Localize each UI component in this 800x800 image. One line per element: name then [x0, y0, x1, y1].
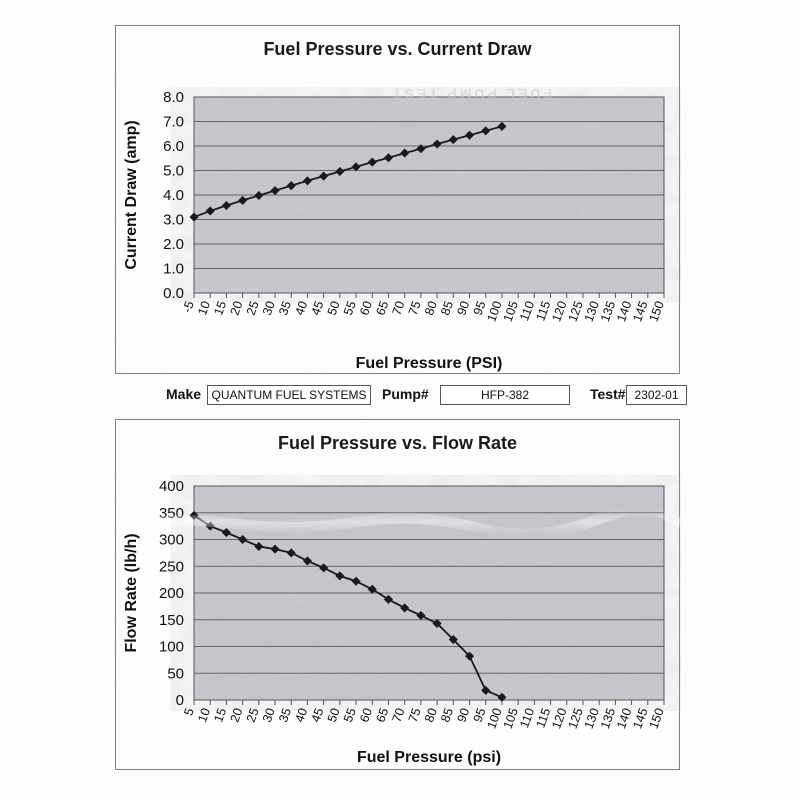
- svg-text:90: 90: [454, 706, 472, 724]
- svg-text:60: 60: [357, 299, 375, 317]
- svg-text:10: 10: [195, 299, 213, 317]
- svg-text:0.0: 0.0: [163, 285, 184, 302]
- svg-text:55: 55: [341, 706, 359, 724]
- svg-text:5: 5: [181, 706, 197, 717]
- svg-text:65: 65: [373, 299, 391, 317]
- svg-text:Flow Rate (lb/h): Flow Rate (lb/h): [123, 533, 140, 652]
- svg-text:30: 30: [260, 706, 278, 724]
- svg-text:35: 35: [276, 706, 294, 724]
- svg-text:3.0: 3.0: [163, 212, 184, 229]
- svg-text:50: 50: [325, 299, 343, 317]
- svg-text:75: 75: [406, 299, 424, 317]
- svg-text:150: 150: [159, 612, 184, 629]
- svg-text:70: 70: [390, 299, 408, 317]
- svg-text:8.0: 8.0: [163, 89, 184, 106]
- svg-text:100: 100: [159, 639, 184, 656]
- svg-text:20: 20: [228, 299, 246, 317]
- svg-text:60: 60: [357, 706, 375, 724]
- svg-text:90: 90: [454, 299, 472, 317]
- svg-text:40: 40: [292, 706, 310, 724]
- svg-text:65: 65: [373, 706, 391, 724]
- svg-text:15: 15: [211, 299, 229, 317]
- svg-text:1.0: 1.0: [163, 261, 184, 278]
- svg-text:70: 70: [390, 706, 408, 724]
- svg-text:25: 25: [244, 706, 262, 724]
- svg-text:40: 40: [292, 299, 310, 317]
- svg-text:80: 80: [422, 706, 440, 724]
- svg-text:85: 85: [438, 706, 456, 724]
- svg-text:Fuel Pressure (PSI): Fuel Pressure (PSI): [356, 355, 503, 372]
- svg-text:150: 150: [647, 706, 667, 730]
- svg-text:5.0: 5.0: [163, 163, 184, 180]
- svg-text:Fuel Pressure (psi): Fuel Pressure (psi): [357, 749, 501, 766]
- svg-text:55: 55: [341, 299, 359, 317]
- svg-text:4.0: 4.0: [163, 187, 184, 204]
- svg-text:400: 400: [159, 478, 184, 495]
- svg-text:75: 75: [406, 706, 424, 724]
- svg-text:85: 85: [438, 299, 456, 317]
- svg-text:250: 250: [159, 558, 184, 575]
- svg-text:30: 30: [260, 299, 278, 317]
- svg-text:10: 10: [195, 706, 213, 724]
- svg-text:6.0: 6.0: [163, 138, 184, 155]
- svg-text:350: 350: [159, 505, 184, 522]
- svg-text:105: 105: [501, 299, 521, 323]
- svg-text:200: 200: [159, 585, 184, 602]
- svg-text:25: 25: [244, 299, 262, 317]
- svg-text:50: 50: [167, 665, 184, 682]
- svg-text:Current Draw (amp): Current Draw (amp): [123, 120, 140, 269]
- svg-text:35: 35: [276, 299, 294, 317]
- svg-text:2.0: 2.0: [163, 236, 184, 253]
- svg-text:300: 300: [159, 532, 184, 549]
- svg-text:80: 80: [422, 299, 440, 317]
- svg-text:20: 20: [228, 706, 246, 724]
- svg-text:15: 15: [211, 706, 229, 724]
- svg-text:50: 50: [325, 706, 343, 724]
- svg-text:45: 45: [309, 299, 327, 317]
- svg-text:105: 105: [501, 706, 521, 730]
- svg-text:7.0: 7.0: [163, 114, 184, 131]
- svg-text:45: 45: [309, 706, 327, 724]
- svg-text:150: 150: [647, 299, 667, 323]
